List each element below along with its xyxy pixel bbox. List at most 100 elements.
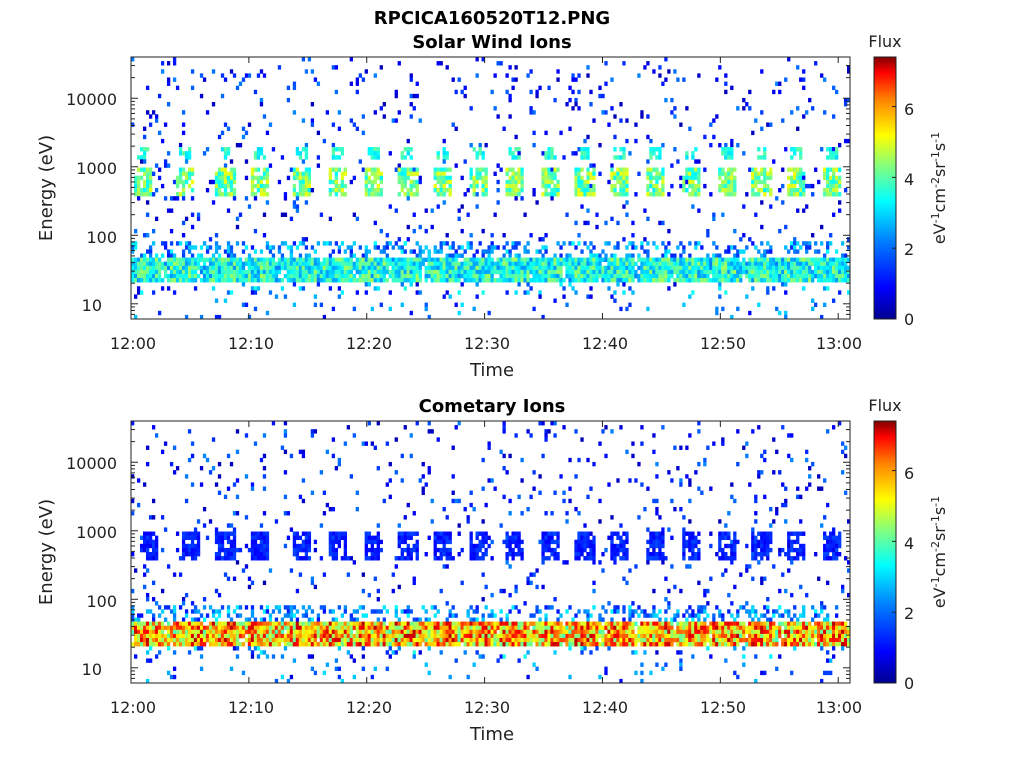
- heatmap-cell: [493, 171, 497, 177]
- heatmap-cell: [220, 257, 225, 262]
- heatmap-cell: [172, 613, 177, 618]
- heatmap-cell: [253, 286, 258, 291]
- heatmap-cell: [406, 224, 410, 230]
- heatmap-cell: [196, 265, 201, 271]
- heatmap-cell: [346, 637, 350, 643]
- heatmap-cell: [577, 106, 581, 111]
- heatmap-cell: [517, 147, 521, 152]
- heatmap-cell: [175, 633, 180, 639]
- heatmap-cell: [259, 531, 264, 536]
- heatmap-cell: [304, 167, 309, 172]
- heatmap-cell: [544, 167, 548, 172]
- heatmap-cell: [304, 155, 309, 160]
- heatmap-cell: [358, 633, 362, 639]
- heatmap-cell: [757, 147, 761, 152]
- heatmap-cell: [409, 147, 413, 152]
- heatmap-cell: [487, 261, 491, 267]
- heatmap-cell: [262, 556, 267, 561]
- heatmap-cell: [697, 179, 701, 185]
- heatmap-cell: [406, 265, 410, 271]
- heatmap-cell: [781, 282, 785, 287]
- heatmap-cell: [250, 257, 255, 262]
- heatmap-cell: [160, 629, 165, 635]
- heatmap-cell: [361, 605, 365, 610]
- heatmap-cell: [364, 265, 368, 271]
- heatmap-cell: [160, 241, 165, 246]
- heatmap-cell: [184, 637, 189, 643]
- heatmap-cell: [217, 253, 222, 258]
- heatmap-cell: [382, 498, 386, 504]
- heatmap-cell: [793, 175, 797, 181]
- heatmap-cell: [445, 564, 449, 569]
- heatmap-cell: [712, 278, 716, 283]
- heatmap-cell: [157, 175, 162, 181]
- heatmap-cell: [187, 241, 192, 246]
- heatmap-cell: [607, 265, 611, 271]
- heatmap-cell: [424, 621, 428, 626]
- heatmap-cell: [259, 629, 264, 635]
- heatmap-cell: [751, 278, 755, 283]
- heatmap-cell: [376, 625, 380, 631]
- heatmap-cell: [184, 629, 189, 635]
- heatmap-cell: [131, 613, 135, 618]
- heatmap-cell: [331, 278, 336, 283]
- heatmap-cell: [613, 269, 617, 275]
- heatmap-cell: [367, 531, 371, 536]
- heatmap-cell: [166, 605, 171, 610]
- heatmap-cell: [721, 188, 725, 193]
- heatmap-cell: [607, 122, 611, 127]
- heatmap-cell: [835, 167, 839, 172]
- heatmap-cell: [583, 188, 587, 193]
- heatmap-cell: [142, 584, 147, 590]
- heatmap-cell: [217, 273, 222, 279]
- heatmap-cell: [769, 245, 773, 250]
- heatmap-cell: [190, 69, 195, 74]
- heatmap-cell: [409, 102, 413, 107]
- heatmap-cell: [406, 556, 410, 561]
- heatmap-cell: [415, 543, 419, 549]
- heatmap-cell: [409, 637, 413, 643]
- heatmap-cell: [340, 183, 345, 189]
- heatmap-cell: [646, 61, 650, 66]
- heatmap-cell: [385, 633, 389, 639]
- heatmap-cell: [400, 278, 404, 283]
- heatmap-cell: [154, 621, 159, 626]
- heatmap-cell: [139, 543, 144, 549]
- heatmap-cell: [241, 633, 246, 639]
- heatmap-cell: [445, 290, 449, 295]
- heatmap-cell: [334, 65, 339, 70]
- heatmap-cell: [172, 625, 177, 631]
- heatmap-cell: [646, 257, 650, 262]
- heatmap-cell: [688, 269, 692, 275]
- heatmap-cell: [265, 556, 270, 561]
- heatmap-cell: [229, 556, 234, 561]
- heatmap-cell: [571, 73, 575, 78]
- heatmap-cell: [436, 609, 440, 614]
- heatmap-cell: [715, 77, 719, 82]
- heatmap-cell: [787, 278, 791, 283]
- heatmap-cell: [457, 629, 461, 635]
- heatmap-cell: [253, 257, 258, 262]
- heatmap-cell: [415, 188, 419, 193]
- heatmap-cell: [316, 633, 321, 639]
- heatmap-cell: [259, 188, 264, 193]
- heatmap-cell: [448, 245, 452, 250]
- heatmap-cell: [202, 265, 207, 271]
- heatmap-cell: [787, 265, 791, 271]
- heatmap-cell: [460, 253, 464, 258]
- heatmap-cell: [388, 261, 392, 267]
- heatmap-cell: [469, 167, 473, 172]
- heatmap-cell: [481, 175, 485, 181]
- heatmap-cell: [256, 629, 261, 635]
- heatmap-cell: [319, 633, 324, 639]
- heatmap-cell: [607, 257, 611, 262]
- heatmap-cell: [472, 306, 476, 312]
- heatmap-cell: [262, 629, 267, 635]
- heatmap-cell: [382, 249, 386, 254]
- heatmap-cell: [214, 269, 219, 275]
- heatmap-cell: [571, 286, 575, 291]
- heatmap-cell: [247, 314, 252, 320]
- heatmap-cell: [193, 617, 198, 622]
- heatmap-cell: [433, 642, 437, 647]
- heatmap-cell: [157, 130, 162, 136]
